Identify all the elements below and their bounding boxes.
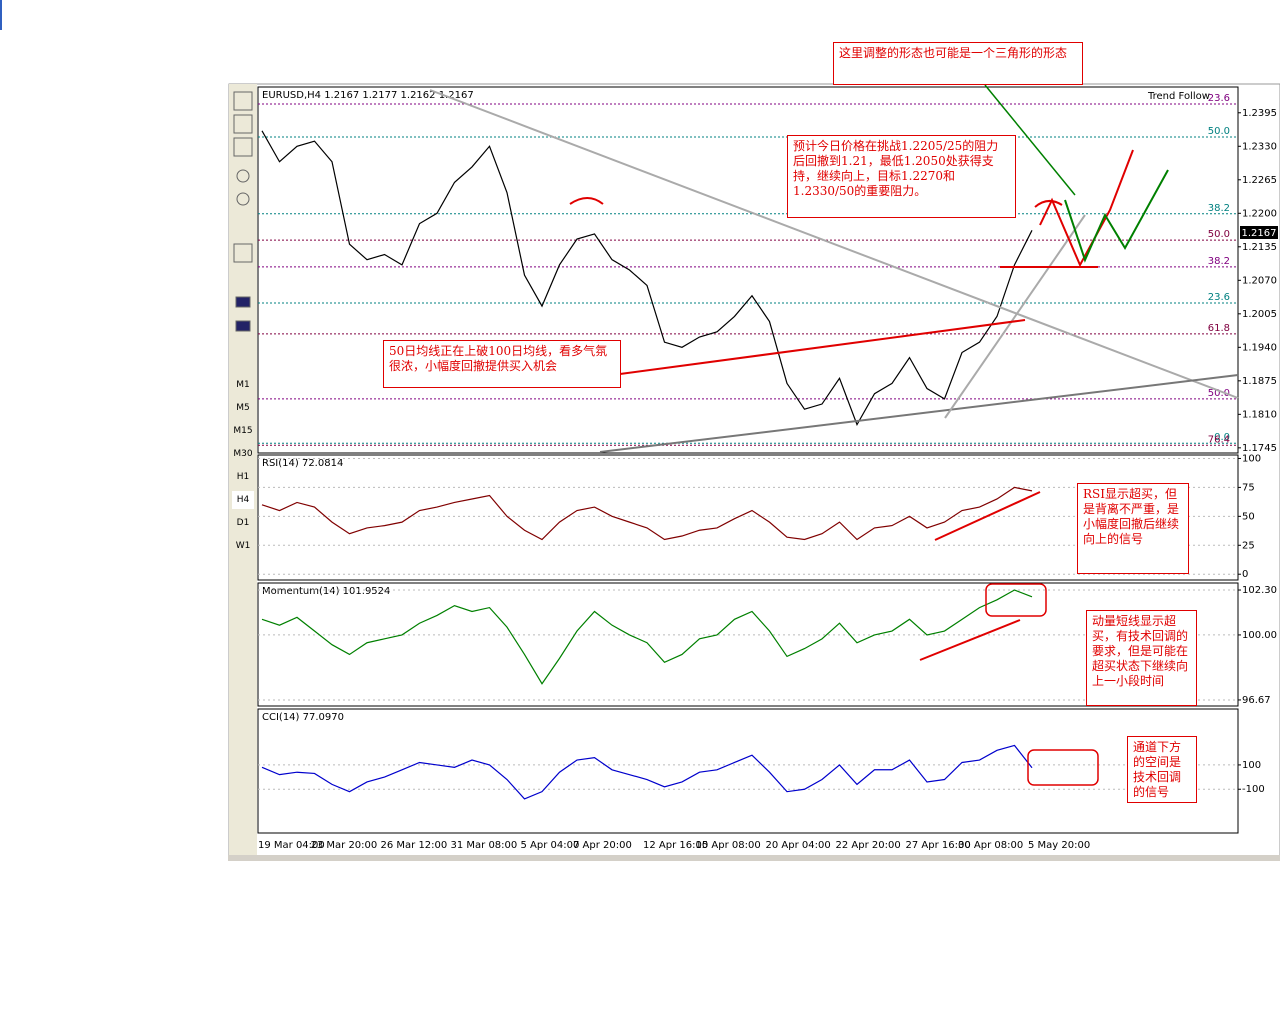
status-bar (228, 855, 1280, 861)
annotation: 通道下方的空间是技术回调的信号 (1127, 736, 1197, 803)
y-tick-label: 1.1875 (1242, 376, 1277, 387)
price-line (261, 130, 1033, 427)
cci-pane (257, 708, 1239, 834)
price-marker (1240, 226, 1278, 239)
y-tick-label: 102.30 (1242, 585, 1277, 596)
fib-label: 38.2 (1208, 203, 1230, 214)
plots: EURUSD,H4 1.2167 1.2177 1.2162 1.2167 1.2… (258, 90, 1277, 851)
y-tick-label: 100 (1242, 453, 1261, 464)
fib-label: 23.6 (1208, 292, 1230, 303)
y-tick-label: 0 (1242, 569, 1248, 580)
fib-label: 50.0 (1208, 388, 1230, 399)
annotation: 这里调整的形态也可能是一个三角形的形态 (833, 42, 1083, 85)
y-tick-label: 1.2070 (1242, 275, 1277, 286)
timeframe-button[interactable]: D1 (236, 518, 250, 528)
price-pane (257, 86, 1239, 454)
x-tick-label: 22 Apr 20:00 (836, 840, 901, 851)
annotation: RSI显示超买，但是背离不严重，是小幅度回撤后继续向上的信号 (1077, 483, 1189, 574)
y-tick-label: 1.2200 (1242, 208, 1277, 219)
y-tick-label: 1.2135 (1242, 242, 1277, 253)
y-tick-label: 1.2265 (1242, 175, 1277, 186)
x-tick-label: 7 Apr 20:00 (573, 840, 632, 851)
timeframe-button[interactable]: H1 (236, 472, 250, 482)
fib-label: 50.0 (1208, 229, 1230, 240)
x-tick-label: 20 Apr 04:00 (766, 840, 831, 851)
fib-label: 38.2 (1208, 256, 1230, 267)
pane-title: RSI(14) 72.0814 (262, 458, 343, 469)
window-frame (228, 83, 1280, 861)
y-tick-label: 1.2395 (1242, 108, 1277, 119)
y-tick-label: 1.2005 (1242, 309, 1277, 320)
timeframe-button[interactable]: M5 (236, 403, 250, 413)
x-tick-label: 15 Apr 08:00 (696, 840, 761, 851)
y-tick-label: 25 (1242, 540, 1255, 551)
indicator-line (261, 486, 1033, 541)
annotation: 预计今日价格在挑战1.2205/25的阻力后回撤到1.21，最低1.2050处获… (787, 135, 1016, 218)
timeframe-button[interactable]: M15 (233, 426, 253, 436)
indicator-name: Trend Follow (1147, 91, 1210, 102)
x-tick-label: 27 Apr 16:00 (906, 840, 971, 851)
fib-label: 23.6 (1208, 93, 1230, 104)
fib-label: 61.8 (1208, 323, 1230, 334)
annotation: 动量短线显示超买，有技术回调的要求，但是可能在超买状态下继续向上一小段时间 (1086, 610, 1197, 706)
fib-label: 50.0 (1208, 126, 1230, 137)
fib-label: 76.4 (1208, 434, 1230, 445)
timeframe-button[interactable]: M1 (236, 380, 250, 390)
pane-title: EURUSD,H4 1.2167 1.2177 1.2162 1.2167 (262, 90, 474, 101)
toolbar-icons (233, 91, 253, 332)
x-tick-label: 31 Mar 08:00 (451, 840, 518, 851)
x-tick-label: 12 Apr 16:00 (643, 840, 708, 851)
y-tick-label: 100.00 (1242, 630, 1277, 641)
pane-title: CCI(14) 77.0970 (262, 712, 344, 723)
fib-label: 0.0 (1214, 432, 1230, 443)
momentum-pane (257, 582, 1239, 707)
y-tick-label: 100 (1242, 760, 1261, 771)
y-tick-label: -100 (1242, 784, 1265, 795)
drawings (429, 84, 1239, 786)
indicator-line (261, 589, 1033, 685)
annotation: 50日均线正在上破100日均线，看多气氛很浓，小幅度回撤提供买入机会 (383, 340, 621, 388)
indicator-line (261, 744, 1033, 800)
x-tick-label: 26 Mar 12:00 (381, 840, 448, 851)
pane-title: Momentum(14) 101.9524 (262, 586, 390, 597)
y-tick-label: 1.2330 (1242, 141, 1277, 152)
timeframe-button[interactable]: H4 (232, 491, 254, 509)
toolbar (229, 84, 257, 860)
x-tick-label: 5 Apr 04:00 (521, 840, 580, 851)
current-price: 1.2167 (1242, 228, 1277, 239)
x-tick-label: 30 Apr 08:00 (958, 840, 1023, 851)
y-tick-label: 75 (1242, 482, 1255, 493)
edge (0, 0, 2, 30)
x-tick-label: 5 May 20:00 (1028, 840, 1090, 851)
y-tick-label: 1.1810 (1242, 409, 1277, 420)
x-tick-label: 23 Mar 20:00 (311, 840, 378, 851)
y-tick-label: 50 (1242, 511, 1255, 522)
y-tick-label: 1.1940 (1242, 342, 1277, 353)
timeframe-button[interactable]: W1 (235, 541, 251, 551)
rsi-pane (257, 454, 1239, 581)
x-tick-label: 19 Mar 04:00 (258, 840, 325, 851)
timeframe-button[interactable]: M30 (233, 449, 253, 459)
y-tick-label: 1.1745 (1242, 443, 1277, 454)
y-tick-label: 96.67 (1242, 695, 1271, 706)
